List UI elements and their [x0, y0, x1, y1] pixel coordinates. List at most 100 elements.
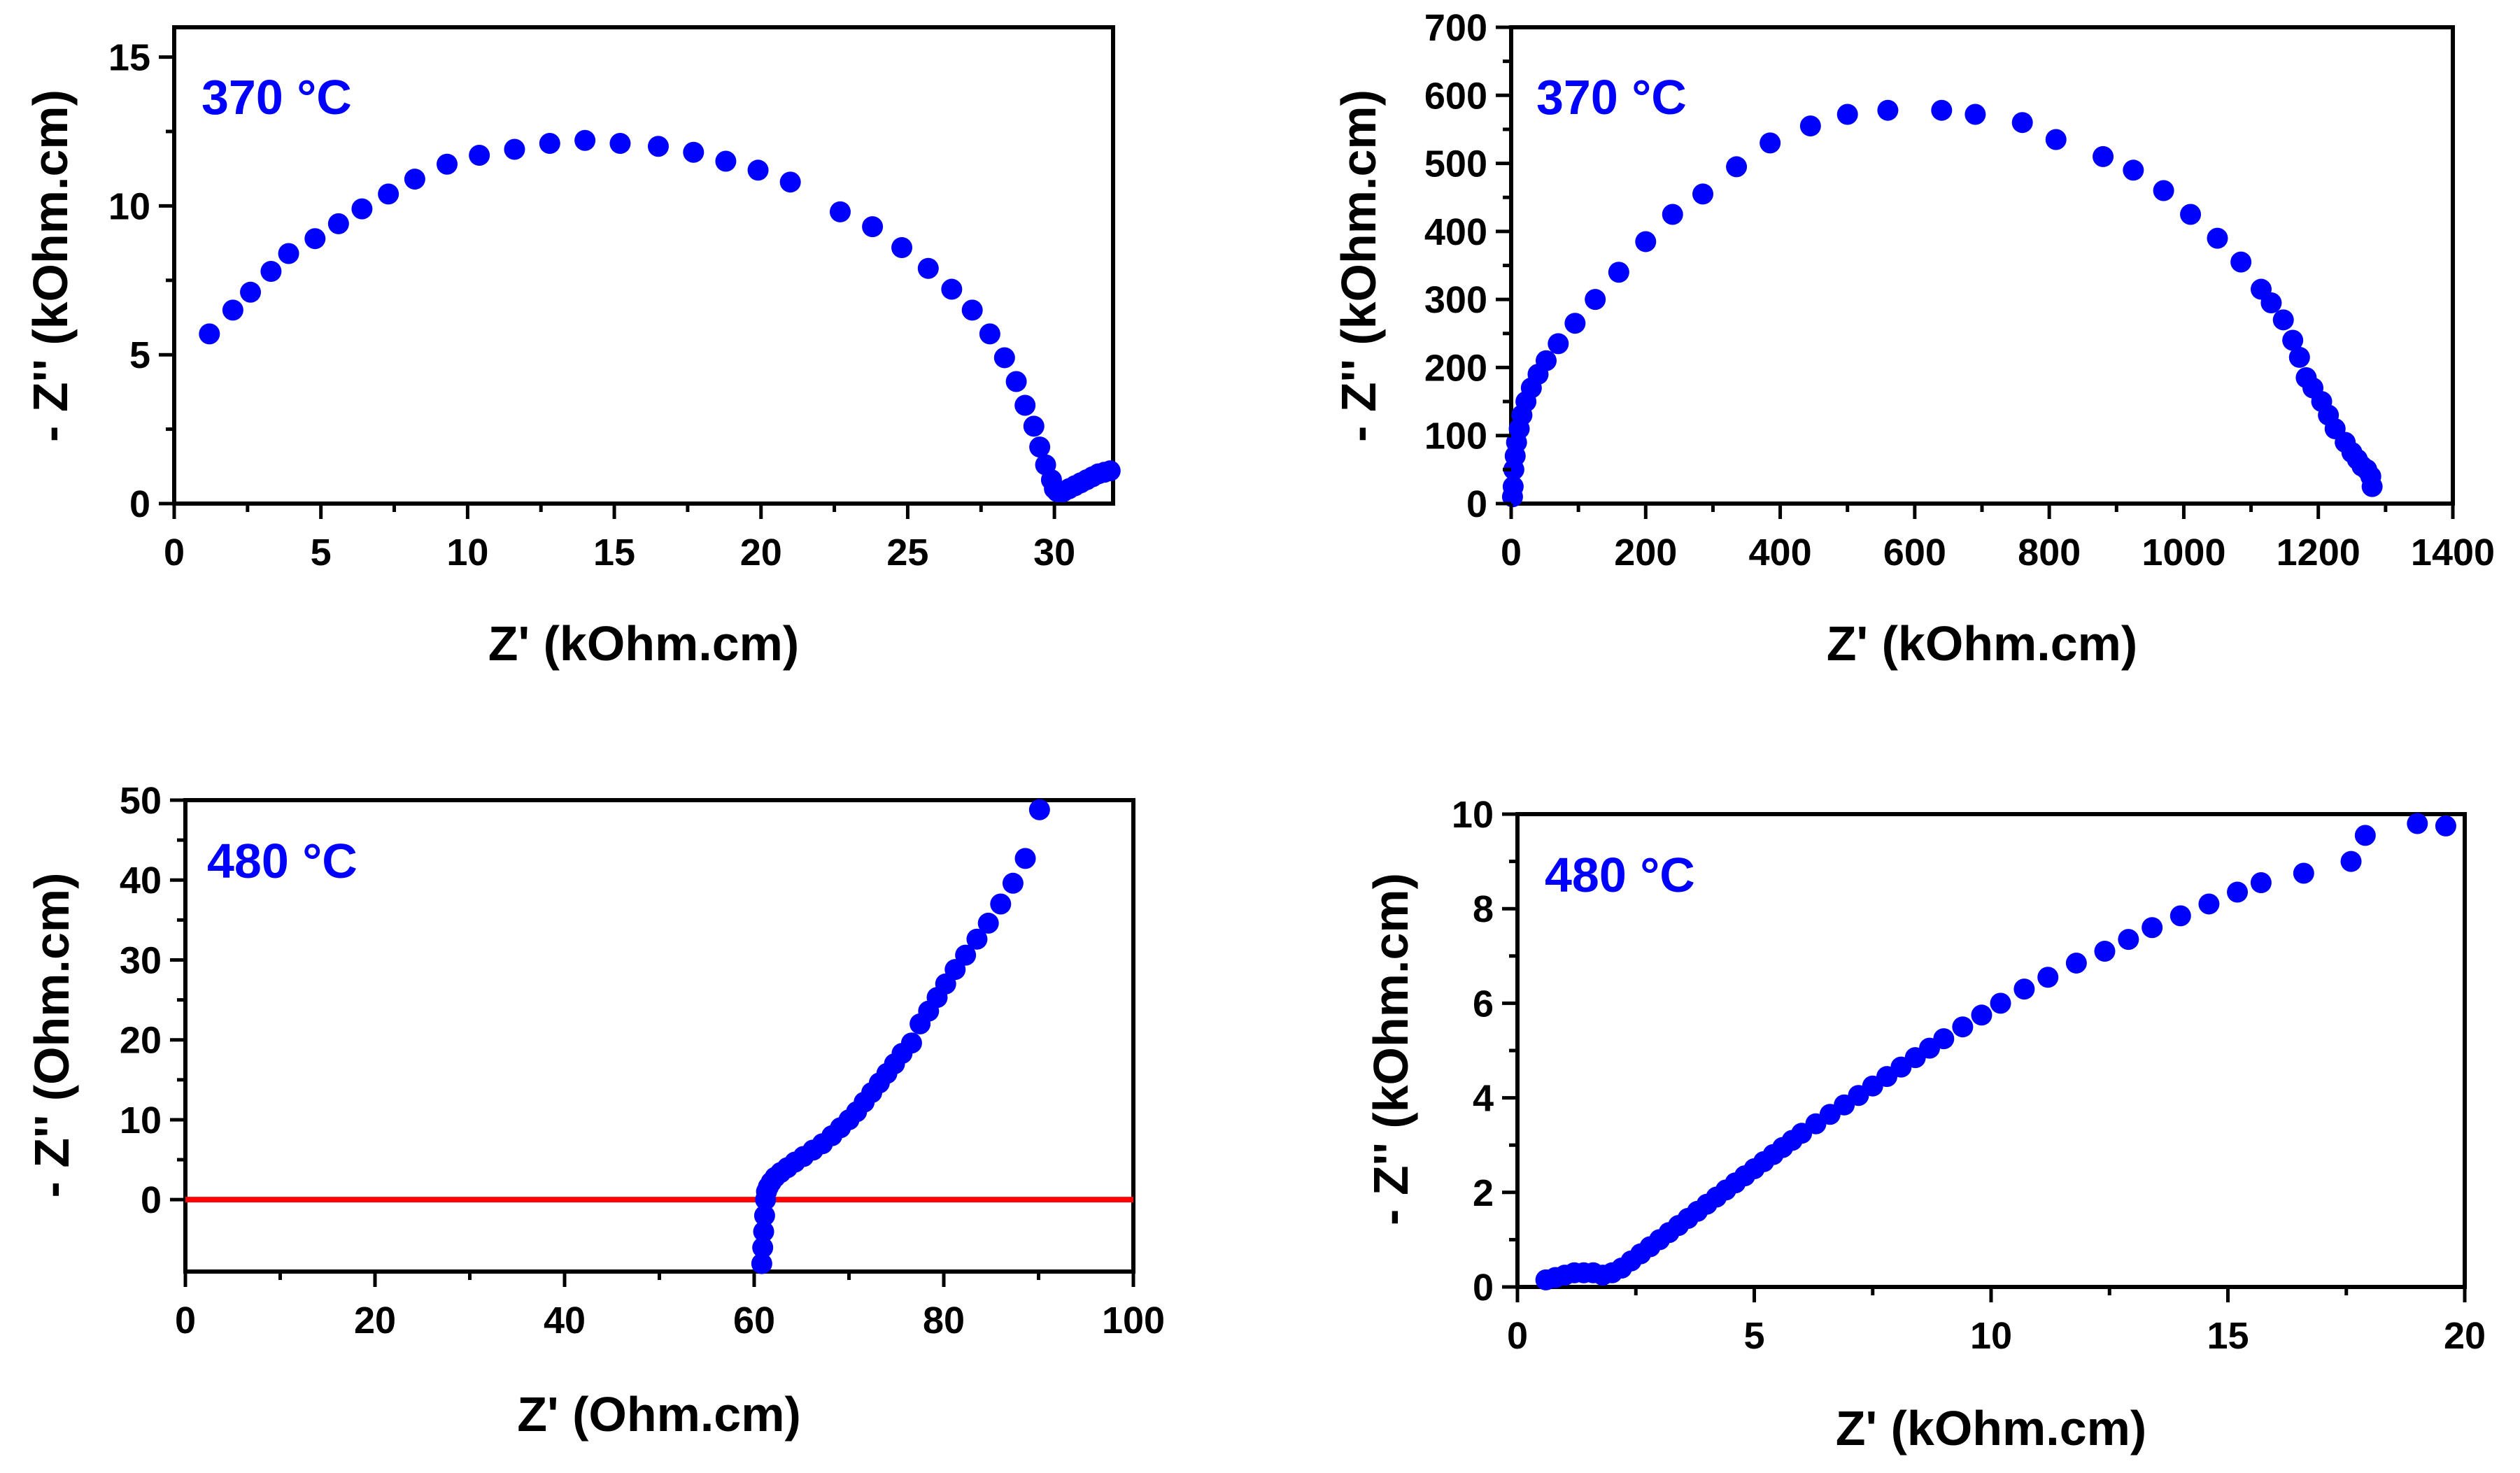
x-tick-label: 0: [1501, 532, 1522, 574]
data-point: [862, 216, 884, 238]
data-point: [199, 323, 220, 345]
data-point: [2227, 881, 2249, 903]
y-tick-label: 8: [1473, 888, 1494, 930]
y-tick-label: 200: [1424, 347, 1487, 389]
y-tick-label: 600: [1424, 75, 1487, 117]
x-axis-title: Z' (kOhm.cm): [1836, 1401, 2146, 1456]
data-point: [2045, 129, 2067, 150]
x-tick-label: 800: [2018, 532, 2081, 574]
x-tick-label: 20: [740, 532, 782, 574]
data-point: [1662, 204, 1683, 225]
y-tick-label: 0: [141, 1179, 162, 1221]
y-tick-label: 6: [1473, 983, 1494, 1025]
data-point: [2361, 476, 2383, 497]
x-tick-label: 1000: [2142, 532, 2225, 574]
panel-title: 480 °C: [207, 834, 358, 888]
data-point: [327, 213, 349, 234]
y-axis-ticks: 0 10 20 30 40 50: [120, 780, 185, 1221]
data-point: [1971, 1004, 1992, 1026]
x-tick-label: 1200: [2277, 532, 2360, 574]
data-point: [1099, 460, 1121, 482]
data-point: [2282, 329, 2304, 351]
data-point: [1548, 333, 1569, 355]
data-point: [977, 912, 999, 934]
data-point: [2407, 813, 2428, 834]
data-point: [829, 201, 851, 222]
data-point: [2123, 159, 2144, 181]
data-point: [278, 243, 299, 264]
data-point: [647, 136, 669, 157]
data-point: [378, 183, 399, 205]
data-point: [747, 159, 769, 181]
data-point: [1931, 99, 1953, 121]
y-axis-title: - Z'' (kOhm.cm): [1331, 90, 1386, 442]
data-point: [2260, 292, 2282, 314]
data-point: [1535, 350, 1557, 371]
data-point: [891, 236, 913, 258]
y-tick-label: 4: [1473, 1078, 1494, 1120]
x-axis-title: Z' (Ohm.cm): [517, 1387, 801, 1442]
panel-title: 480 °C: [1545, 848, 1695, 902]
data-point: [2094, 941, 2116, 962]
data-point: [1952, 1016, 1974, 1038]
data-point: [2288, 346, 2310, 368]
data-point: [941, 278, 963, 300]
x-tick-label: 100: [1102, 1300, 1165, 1342]
x-tick-label: 400: [1749, 532, 1812, 574]
data-point: [966, 928, 988, 950]
data-point: [2272, 309, 2294, 331]
y-axis-title: - Z'' (kOhm.cm): [1364, 873, 1418, 1225]
data-point: [1933, 1028, 1955, 1050]
x-tick-label: 0: [164, 532, 185, 574]
data-point: [240, 281, 262, 303]
data-point: [1564, 313, 1586, 334]
x-tick-label: 30: [1033, 532, 1075, 574]
y-tick-label: 700: [1424, 7, 1487, 49]
chart-panel-top-right: 370 °C 0 200 400 600 800 1000 1200 1400 0 100 200…: [1331, 7, 2495, 671]
x-axis-ticks: 0 20 40 60 80 100: [175, 1272, 1165, 1342]
data-points: [1501, 99, 2383, 508]
data-point: [1014, 394, 1036, 416]
data-points: [199, 129, 1121, 502]
data-point: [437, 153, 458, 175]
data-point: [404, 169, 425, 190]
data-point: [304, 228, 326, 250]
data-point: [2198, 893, 2220, 915]
x-tick-label: 600: [1883, 532, 1946, 574]
x-axis-title: Z' (kOhm.cm): [488, 616, 799, 671]
data-points: [751, 799, 1050, 1274]
data-point: [2093, 145, 2114, 167]
data-point: [1965, 104, 1986, 125]
chart-panel-bottom-right: 480 °C 0 5 10 15 20 0 2 4 6 8 10 Z' (kOhm.cm) - Z…: [1364, 794, 2486, 1456]
data-point: [1585, 289, 1606, 311]
data-point: [1014, 848, 1036, 869]
data-point: [2250, 872, 2272, 894]
x-tick-label: 20: [2444, 1315, 2486, 1357]
data-point: [2207, 227, 2228, 249]
data-point: [979, 323, 1000, 345]
data-point: [260, 261, 282, 283]
x-tick-label: 5: [311, 532, 332, 574]
data-point: [2180, 204, 2202, 225]
y-tick-label: 5: [129, 334, 150, 376]
data-point: [683, 141, 705, 163]
x-tick-label: 10: [1970, 1315, 2012, 1357]
data-point: [779, 171, 801, 193]
x-tick-label: 25: [886, 532, 928, 574]
x-tick-label: 15: [2207, 1315, 2249, 1357]
y-tick-label: 500: [1424, 143, 1487, 185]
data-point: [574, 129, 596, 151]
x-tick-label: 0: [1507, 1315, 1528, 1357]
y-tick-label: 40: [120, 860, 162, 902]
y-tick-label: 0: [129, 483, 150, 525]
data-point: [2354, 825, 2376, 846]
chart-panel-bottom-left: 480 °C 0 20 40 60 80 100 0 10 20 30 40 50 Z' (Ohm.…: [24, 780, 1165, 1442]
data-point: [1023, 415, 1045, 437]
y-tick-label: 50: [120, 780, 162, 822]
data-point: [753, 1221, 774, 1242]
data-point: [917, 257, 939, 279]
x-axis-title: Z' (kOhm.cm): [1827, 616, 2137, 671]
x-tick-label: 60: [733, 1300, 775, 1342]
y-axis-ticks: 0 100 200 300 400 500 600 700: [1424, 7, 1511, 525]
data-point: [900, 1032, 922, 1054]
